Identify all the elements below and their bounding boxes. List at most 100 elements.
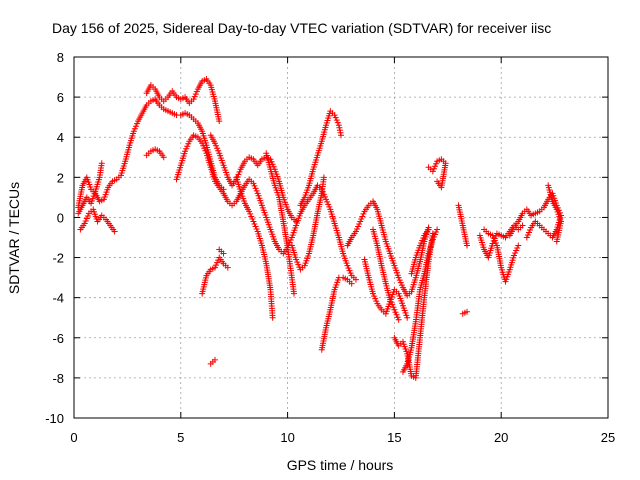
data-point [251, 220, 258, 227]
data-series [481, 226, 522, 285]
data-series [143, 76, 223, 125]
data-point [334, 119, 341, 126]
data-point [333, 117, 340, 124]
data-series [425, 156, 449, 191]
data-point [390, 304, 397, 311]
data-point [296, 264, 303, 271]
data-point [355, 223, 362, 230]
data-point [420, 235, 427, 242]
data-point [511, 252, 518, 259]
data-point [404, 314, 411, 321]
data-point [512, 250, 519, 257]
axis-ticks [73, 56, 609, 419]
data-point [235, 171, 242, 178]
data-point [251, 182, 258, 189]
data-point [352, 228, 359, 235]
data-point [160, 154, 167, 161]
data-point [213, 262, 220, 269]
data-series [288, 174, 327, 273]
data-point [335, 122, 342, 129]
data-point [398, 282, 405, 289]
data-point [358, 215, 365, 222]
data-point [236, 168, 243, 175]
data-point [357, 218, 364, 225]
data-point [434, 178, 441, 185]
data-point [347, 270, 354, 277]
data-point [199, 140, 206, 147]
data-point [528, 224, 535, 231]
data-point [372, 295, 379, 302]
data-point [81, 220, 88, 227]
data-point [513, 247, 520, 254]
data-point [224, 264, 231, 271]
data-point [464, 308, 471, 315]
data-series [297, 108, 344, 209]
data-point [253, 225, 260, 232]
y-axis-label: SDTVAR / TECUs [6, 182, 22, 294]
data-point [211, 140, 218, 147]
data-point [489, 240, 496, 247]
data-point [429, 236, 436, 243]
data-point [346, 267, 353, 274]
x-tick-label: 0 [70, 430, 77, 445]
data-point [524, 231, 531, 238]
data-series [207, 246, 227, 367]
data-point [525, 229, 532, 236]
data-point [287, 237, 294, 244]
data-point [98, 160, 105, 167]
data-point [354, 225, 361, 232]
data-series [370, 226, 402, 323]
data-point [491, 237, 498, 244]
data-point [293, 256, 300, 263]
data-point [395, 316, 402, 323]
data-point [388, 299, 395, 306]
data-point [200, 142, 207, 149]
data-point [344, 262, 351, 269]
data-point [519, 222, 526, 229]
data-point [514, 245, 521, 252]
data-point [464, 242, 471, 249]
y-tick-label: -10 [45, 411, 64, 426]
data-point [111, 228, 118, 235]
data-point [293, 218, 300, 225]
data-series [173, 132, 359, 283]
x-tick-label: 25 [601, 430, 615, 445]
data-series [455, 202, 471, 317]
data-point [352, 276, 359, 283]
data-point [214, 145, 221, 152]
data-series [77, 206, 118, 235]
data-point [433, 160, 440, 167]
data-series [233, 174, 276, 321]
data-points [75, 76, 565, 381]
data-point [326, 203, 333, 210]
data-series [318, 274, 355, 353]
tick-labels: 0 5 10 15 20 25 -10 -8 -6 -4 -2 0 2 4 6 8 [45, 50, 615, 445]
x-tick-label: 10 [280, 430, 294, 445]
data-point [430, 233, 437, 240]
data-point [134, 120, 141, 127]
data-point [252, 185, 259, 192]
data-point [387, 296, 394, 303]
x-tick-label: 20 [494, 430, 508, 445]
data-series [199, 254, 231, 297]
data-point [202, 147, 209, 154]
data-point [348, 280, 355, 287]
data-point [345, 265, 352, 272]
data-point [336, 127, 343, 134]
data-point [131, 125, 138, 132]
data-point [130, 128, 137, 135]
data-point [250, 180, 257, 187]
data-point [492, 240, 499, 247]
data-point [185, 140, 192, 147]
data-point [269, 314, 276, 321]
x-axis-label: GPS time / hours [287, 457, 394, 473]
data-point [391, 306, 398, 313]
data-point [418, 240, 425, 247]
data-series [545, 182, 565, 245]
data-point [371, 293, 378, 300]
data-point [417, 242, 424, 249]
data-point [431, 163, 438, 170]
data-point [294, 259, 301, 266]
data-point [201, 145, 208, 152]
